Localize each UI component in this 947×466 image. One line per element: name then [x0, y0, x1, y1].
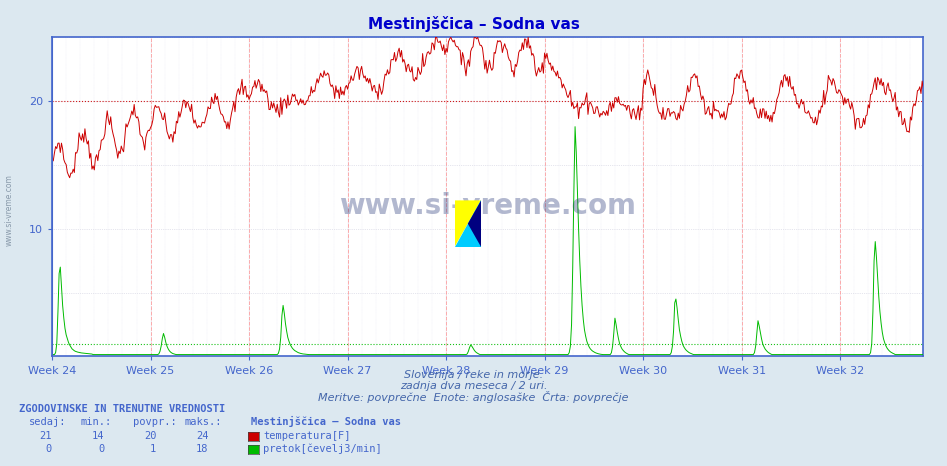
Text: temperatura[F]: temperatura[F] [263, 431, 350, 440]
Polygon shape [468, 200, 481, 247]
Text: sedaj:: sedaj: [28, 418, 66, 427]
Text: Slovenija / reke in morje.: Slovenija / reke in morje. [404, 370, 543, 380]
Text: 18: 18 [196, 444, 208, 453]
Text: 24: 24 [196, 431, 208, 440]
Text: ZGODOVINSKE IN TRENUTNE VREDNOSTI: ZGODOVINSKE IN TRENUTNE VREDNOSTI [19, 404, 225, 414]
Polygon shape [455, 200, 481, 247]
Text: povpr.:: povpr.: [133, 418, 176, 427]
Text: min.:: min.: [80, 418, 112, 427]
Text: Meritve: povprečne  Enote: anglosaške  Črta: povprečje: Meritve: povprečne Enote: anglosaške Črt… [318, 391, 629, 403]
Polygon shape [455, 200, 481, 247]
Text: 20: 20 [144, 431, 156, 440]
Text: 0: 0 [45, 444, 52, 453]
Text: maks.:: maks.: [185, 418, 223, 427]
Text: 21: 21 [40, 431, 52, 440]
Text: www.si-vreme.com: www.si-vreme.com [5, 174, 14, 246]
Text: 0: 0 [98, 444, 104, 453]
Text: Mestinjščica – Sodna vas: Mestinjščica – Sodna vas [251, 417, 401, 427]
Text: www.si-vreme.com: www.si-vreme.com [339, 192, 636, 220]
Text: zadnja dva meseca / 2 uri.: zadnja dva meseca / 2 uri. [400, 381, 547, 391]
Text: pretok[čevelj3/min]: pretok[čevelj3/min] [263, 443, 382, 453]
Text: 14: 14 [92, 431, 104, 440]
Text: 1: 1 [150, 444, 156, 453]
Text: Mestinjščica – Sodna vas: Mestinjščica – Sodna vas [367, 16, 580, 32]
